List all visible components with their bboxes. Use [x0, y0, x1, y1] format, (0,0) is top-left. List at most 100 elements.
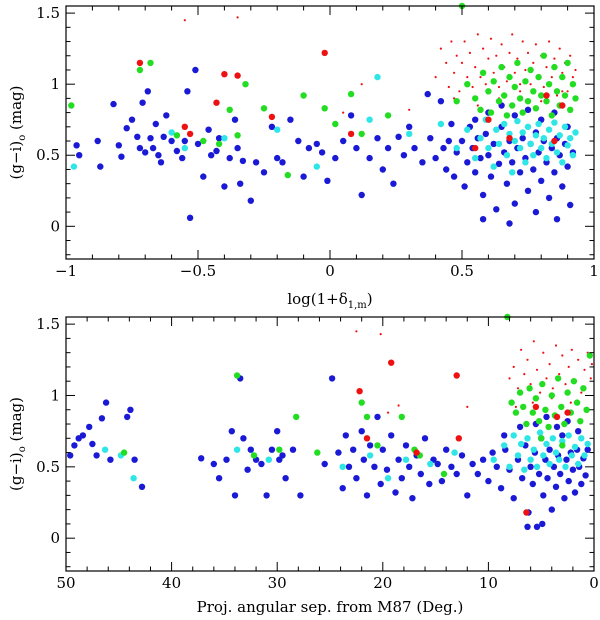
- point-red-small: [534, 43, 538, 46]
- point-blue: [427, 135, 434, 142]
- point-green: [577, 418, 584, 425]
- point-red-small: [566, 90, 569, 93]
- point-blue: [213, 147, 220, 155]
- y-tick-label: 0.5: [36, 458, 60, 476]
- point-blue: [564, 163, 571, 170]
- point-blue: [546, 446, 553, 453]
- point-green: [551, 63, 558, 71]
- point-blue: [501, 432, 508, 439]
- x-tick-label: 30: [268, 574, 287, 592]
- point-green: [573, 399, 581, 406]
- point-blue: [450, 173, 458, 180]
- point-green: [538, 435, 545, 442]
- point-blue: [437, 98, 445, 105]
- point-cyan: [517, 440, 525, 448]
- point-green: [495, 98, 503, 105]
- point-blue: [390, 180, 397, 187]
- point-green: [358, 130, 365, 138]
- point-red-small: [508, 377, 511, 380]
- point-blue: [268, 123, 276, 130]
- x-tick-label: 50: [56, 574, 75, 592]
- point-red-small: [554, 344, 558, 347]
- point-blue: [240, 435, 247, 442]
- point-blue: [384, 144, 392, 152]
- point-blue: [524, 187, 532, 194]
- point-red: [559, 102, 566, 109]
- point-red-small: [466, 405, 469, 408]
- point-red-small: [379, 333, 382, 336]
- point-cyan: [564, 142, 571, 149]
- point-green: [561, 92, 569, 99]
- point-blue: [400, 152, 408, 159]
- point-blue: [443, 166, 450, 173]
- point-blue: [509, 159, 516, 166]
- point-blue: [237, 180, 244, 187]
- point-blue: [552, 483, 560, 490]
- point-blue: [152, 120, 159, 128]
- point-blue: [71, 442, 78, 449]
- point-red: [321, 49, 328, 57]
- point-green: [506, 73, 513, 81]
- point-green: [583, 406, 590, 413]
- point-red-small: [439, 47, 442, 50]
- point-cyan: [561, 123, 569, 130]
- point-blue: [149, 144, 157, 152]
- point-blue: [231, 492, 239, 499]
- point-blue: [168, 137, 175, 145]
- point-green: [490, 78, 497, 85]
- point-red-small: [500, 43, 503, 46]
- point-cyan: [495, 140, 503, 148]
- point-blue: [379, 446, 386, 453]
- point-blue: [198, 455, 205, 462]
- point-cyan: [559, 159, 566, 166]
- point-red: [221, 71, 228, 78]
- point-blue: [489, 449, 496, 456]
- point-blue: [339, 485, 346, 492]
- point-blue: [295, 137, 302, 145]
- point-green: [173, 132, 181, 139]
- point-blue: [234, 144, 241, 152]
- point-blue: [464, 159, 471, 166]
- point-blue: [142, 149, 149, 156]
- point-blue: [539, 520, 546, 528]
- point-red-small: [511, 33, 514, 36]
- point-cyan: [556, 456, 563, 463]
- point-green: [226, 106, 233, 114]
- point-green: [358, 399, 365, 406]
- point-blue: [173, 147, 181, 155]
- point-cyan: [543, 440, 550, 448]
- point-blue: [260, 169, 268, 176]
- top-scatter-panel: −1 −0.5 0 0.5 1 0 0.5 1 1.5 (g−i)o (mag) log(1+δ1,…: [7, 2, 599, 311]
- point-green: [520, 403, 527, 411]
- point-cyan: [101, 446, 109, 453]
- point-cyan: [524, 123, 532, 130]
- point-blue: [406, 463, 413, 470]
- point-blue: [398, 475, 405, 482]
- point-cyan: [536, 429, 544, 436]
- point-blue: [419, 159, 426, 166]
- point-green: [569, 81, 577, 88]
- point-blue: [305, 144, 313, 152]
- point-cyan: [540, 135, 547, 142]
- point-blue: [194, 140, 202, 148]
- point-cyan: [568, 452, 575, 459]
- point-green: [570, 378, 578, 385]
- point-cyan: [552, 449, 560, 456]
- point-blue: [493, 463, 500, 470]
- point-blue: [479, 191, 487, 199]
- point-red-small: [590, 363, 594, 366]
- point-red-small: [524, 68, 527, 72]
- point-blue: [402, 442, 410, 449]
- point-red-small: [567, 365, 570, 368]
- point-blue: [244, 466, 251, 473]
- point-cyan: [516, 144, 524, 152]
- point-cyan: [549, 435, 556, 442]
- point-blue: [124, 413, 131, 421]
- point-green: [398, 413, 405, 421]
- point-red-small: [463, 40, 466, 43]
- point-green: [477, 106, 484, 114]
- point-blue: [495, 160, 503, 167]
- point-green: [233, 372, 241, 379]
- point-cyan: [374, 73, 381, 81]
- point-blue: [448, 120, 455, 128]
